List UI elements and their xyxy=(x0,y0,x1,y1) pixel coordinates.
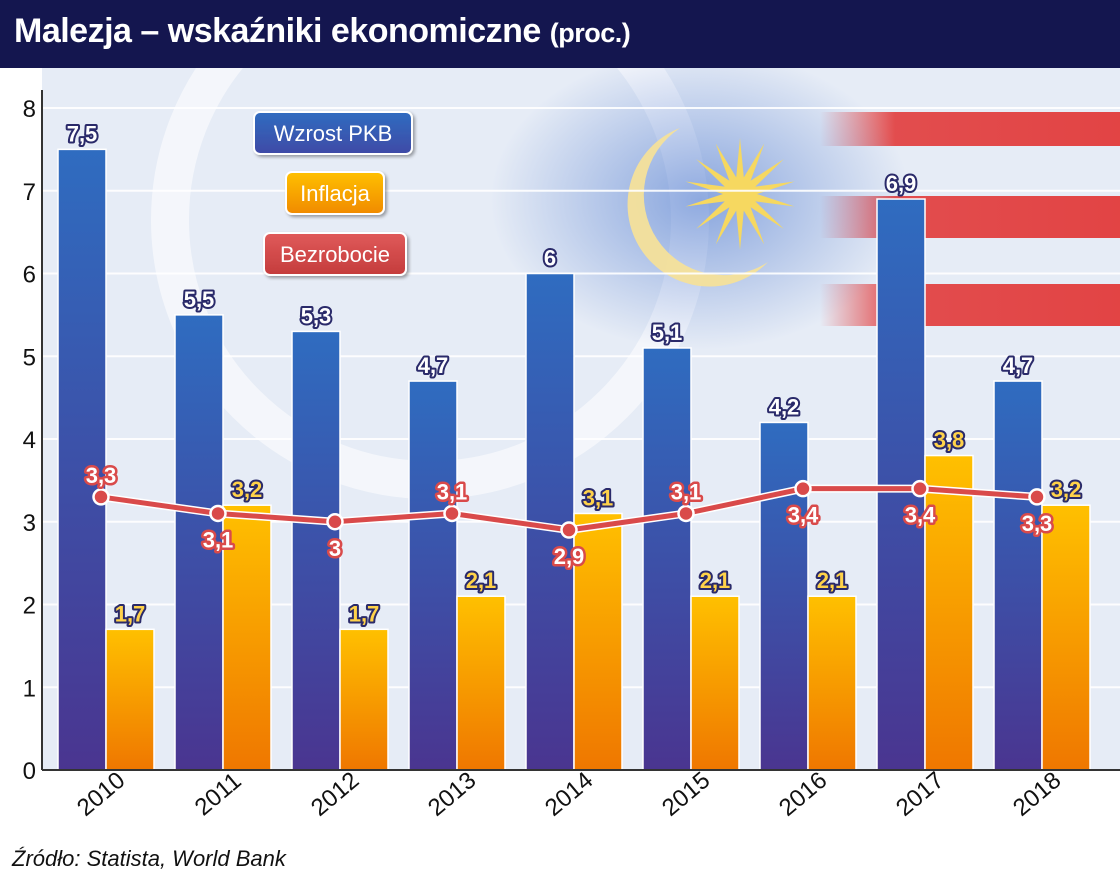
data-label: 3,2 xyxy=(1051,477,1082,502)
unemployment-point xyxy=(326,513,344,531)
sun-star-shape xyxy=(685,138,795,250)
data-label: 5,5 xyxy=(184,287,215,312)
bar-gdp xyxy=(174,314,224,771)
unemployment-label: 3,4 xyxy=(905,503,936,528)
unemployment-label: 3,1 xyxy=(437,479,468,504)
bar-inflation xyxy=(1041,504,1091,771)
y-tick-label: 3 xyxy=(23,510,36,537)
unemployment-label: 3 xyxy=(329,536,341,561)
data-labels: 7,5 1,7 5,5 3,2 5,3 1,7 4,7 2,1 6 3,1 5,1 2,1 4,2 2,1… xyxy=(65,119,1084,628)
y-tick-label: 6 xyxy=(23,262,36,289)
unemployment-label: 3,1 xyxy=(671,479,702,504)
x-tick-label: 2012 xyxy=(306,767,364,822)
data-label: 5,3 xyxy=(301,303,332,328)
bar-gdp xyxy=(759,421,809,771)
unemployment-point xyxy=(209,504,227,523)
bar-inflation xyxy=(573,512,623,771)
unemployment-point xyxy=(443,504,461,523)
legend-label-unemployment: Bezrobocie xyxy=(280,242,390,267)
bar-inflation xyxy=(339,628,389,771)
data-label: 7,5 xyxy=(67,121,98,146)
data-label: 4,2 xyxy=(769,394,800,419)
legend-swatch-inflation xyxy=(285,171,385,215)
bar-inflation xyxy=(105,628,155,771)
data-label: 2,1 xyxy=(466,568,497,593)
legend-item-gdp: Wzrost PKB xyxy=(253,111,413,155)
unemployment-label: 3,4 xyxy=(788,503,819,528)
unemployment-point xyxy=(677,504,695,523)
x-tick-label: 2018 xyxy=(1008,767,1066,822)
bar-gdp xyxy=(993,380,1043,771)
data-label: 1,7 xyxy=(349,601,380,626)
legend-label-inflation: Inflacja xyxy=(300,181,370,206)
bar-inflation xyxy=(456,595,506,771)
legend-item-unemployment: Bezrobocie xyxy=(263,232,407,276)
title-bar: Malezja – wskaźniki ekonomiczne (proc.) xyxy=(0,0,1120,68)
data-label: 1,7 xyxy=(115,601,146,626)
unemployment-point xyxy=(560,521,578,539)
legend-label-gdp: Wzrost PKB xyxy=(274,121,393,146)
unemployment-label: 3,3 xyxy=(1022,511,1053,536)
bars xyxy=(57,148,1091,771)
data-label: 6,9 xyxy=(886,171,917,196)
x-tick-label: 2010 xyxy=(72,767,130,822)
unemployment-point xyxy=(92,488,110,506)
flag-stripe xyxy=(820,284,1120,326)
y-tick-label: 0 xyxy=(23,758,36,785)
y-tick-label: 8 xyxy=(23,96,36,123)
data-label: 3,8 xyxy=(934,428,965,453)
legend: Wzrost PKB Inflacja Bezrobocie xyxy=(253,111,413,276)
data-label: 2,1 xyxy=(700,568,731,593)
unemployment-line xyxy=(92,479,1046,539)
unemployment-point xyxy=(1028,488,1046,506)
data-label: 2,1 xyxy=(817,568,848,593)
data-label: 4,7 xyxy=(418,353,449,378)
unemployment-label: 2,9 xyxy=(554,544,585,569)
flag-canton-glow xyxy=(490,68,910,350)
bar-inflation xyxy=(924,454,974,771)
chart-title-text: Malezja – wskaźniki ekonomiczne xyxy=(14,12,541,50)
legend-swatch-gdp xyxy=(253,111,413,155)
source-note: Źródło: Statista, World Bank xyxy=(12,846,286,871)
data-label: 4,7 xyxy=(1003,353,1034,378)
chart-title-unit: (proc.) xyxy=(549,18,631,48)
bar-gdp xyxy=(57,148,107,771)
bar-inflation xyxy=(690,595,740,771)
sun-star-icon xyxy=(685,138,795,250)
bar-gdp xyxy=(642,347,692,771)
y-tick-label: 7 xyxy=(23,179,36,206)
y-tick-label: 2 xyxy=(23,593,36,620)
data-label: 6 xyxy=(544,246,556,271)
chart-title: Malezja – wskaźniki ekonomiczne (proc.) xyxy=(14,12,631,51)
chart-area: 7,5 1,7 5,5 3,2 5,3 1,7 4,7 2,1 6 3,1 5,1 2,1 4,2 2,1… xyxy=(23,68,1120,822)
legend-swatch-unemployment xyxy=(263,232,407,276)
data-label: 3,1 xyxy=(583,485,614,510)
y-tick-label: 1 xyxy=(23,675,36,702)
x-tick-label: 2013 xyxy=(423,767,481,822)
data-label: 3,2 xyxy=(232,477,263,502)
unemployment-point xyxy=(794,479,812,498)
x-tick-label: 2015 xyxy=(657,767,715,822)
unemployment-label: 3,3 xyxy=(86,463,117,488)
y-tick-label: 5 xyxy=(23,344,36,371)
x-tick-label: 2016 xyxy=(774,767,832,822)
x-tick-label: 2017 xyxy=(891,767,949,822)
y-tick-label: 4 xyxy=(23,427,36,454)
x-tick-label: 2011 xyxy=(190,767,247,821)
unemployment-point xyxy=(911,479,929,498)
bar-inflation xyxy=(807,595,857,771)
bar-inflation xyxy=(222,504,272,771)
unemployment-label: 3,1 xyxy=(203,527,234,552)
x-tick-label: 2014 xyxy=(540,767,598,822)
data-label: 5,1 xyxy=(652,320,683,345)
crescent-icon xyxy=(627,128,768,287)
legend-item-inflation: Inflacja xyxy=(285,171,385,215)
bar-gdp xyxy=(408,380,458,771)
